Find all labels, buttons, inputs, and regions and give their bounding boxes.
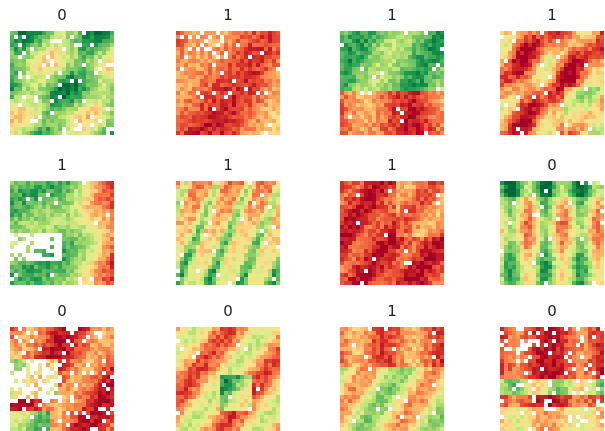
panel-label: 0	[547, 302, 557, 320]
panel-image	[340, 181, 444, 285]
panel-label: 1	[387, 6, 397, 24]
panel-image	[10, 327, 114, 431]
heatmap-canvas	[340, 327, 444, 431]
heatmap-canvas	[500, 31, 604, 135]
panel-image	[10, 31, 114, 135]
heatmap-canvas	[176, 31, 280, 135]
heatmap-canvas	[10, 181, 114, 285]
panel-label: 0	[223, 302, 233, 320]
panel-image	[340, 327, 444, 431]
panel-image	[500, 31, 604, 135]
panel-label: 1	[547, 6, 557, 24]
heatmap-canvas	[10, 327, 114, 431]
panel-label: 1	[387, 156, 397, 174]
panel-label: 0	[547, 156, 557, 174]
panel-label: 1	[57, 156, 67, 174]
panel-image	[500, 327, 604, 431]
panel-label: 0	[57, 6, 67, 24]
heatmap-canvas	[500, 327, 604, 431]
panel-image	[176, 31, 280, 135]
panel-image	[340, 31, 444, 135]
heatmap-canvas	[500, 181, 604, 285]
panel-label: 1	[223, 156, 233, 174]
heatmap-canvas	[176, 181, 280, 285]
heatmap-canvas	[340, 31, 444, 135]
panel-label: 1	[387, 302, 397, 320]
panel-image	[176, 181, 280, 285]
heatmap-canvas	[340, 181, 444, 285]
panel-image	[176, 327, 280, 431]
panel-label: 0	[57, 302, 67, 320]
panel-label: 1	[223, 6, 233, 24]
panel-image	[10, 181, 114, 285]
panel-image	[500, 181, 604, 285]
heatmap-canvas	[10, 31, 114, 135]
heatmap-canvas	[176, 327, 280, 431]
